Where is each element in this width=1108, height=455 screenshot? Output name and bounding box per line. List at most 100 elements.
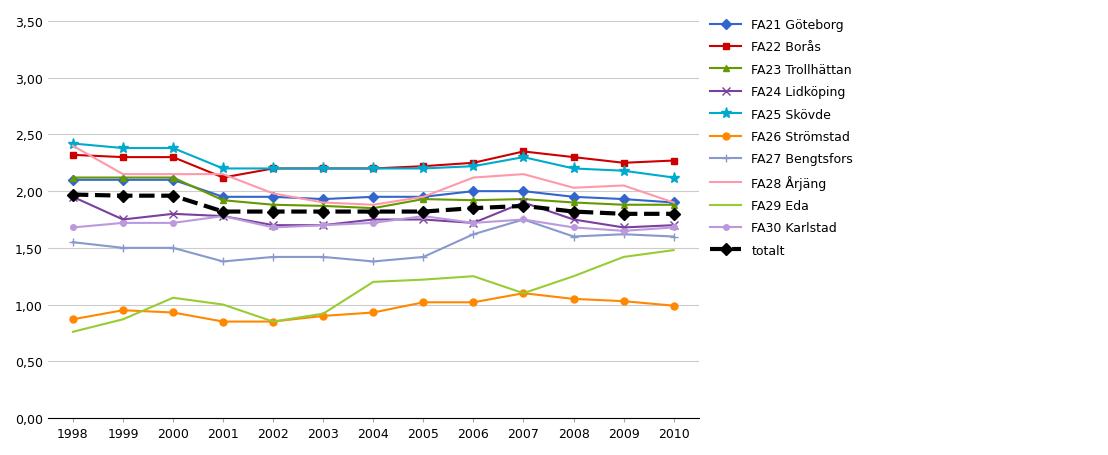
- FA29 Eda: [667, 248, 680, 253]
- FA29 Eda: [516, 291, 530, 296]
- FA26 Strömstad: [466, 300, 480, 305]
- FA22 Borås: [667, 158, 680, 164]
- Line: FA29 Eda: FA29 Eda: [73, 251, 674, 332]
- FA24 Lidköping: [417, 217, 430, 223]
- FA29 Eda: [367, 279, 380, 285]
- FA21 Göteborg: [166, 177, 179, 183]
- FA26 Strömstad: [116, 308, 130, 313]
- Line: FA21 Göteborg: FA21 Göteborg: [70, 177, 677, 207]
- FA22 Borås: [166, 155, 179, 161]
- FA30 Karlstad: [516, 217, 530, 223]
- FA23 Trollhättan: [216, 198, 229, 203]
- FA24 Lidköping: [166, 212, 179, 217]
- FA30 Karlstad: [667, 225, 680, 231]
- FA26 Strömstad: [267, 319, 280, 324]
- FA25 Skövde: [317, 167, 330, 172]
- FA24 Lidköping: [617, 225, 630, 231]
- FA30 Karlstad: [567, 225, 581, 231]
- FA22 Borås: [267, 167, 280, 172]
- FA30 Karlstad: [66, 225, 80, 231]
- FA24 Lidköping: [116, 217, 130, 223]
- FA28 Årjäng: [267, 191, 280, 197]
- FA22 Borås: [66, 153, 80, 158]
- FA23 Trollhättan: [166, 176, 179, 181]
- FA24 Lidköping: [466, 221, 480, 226]
- FA24 Lidköping: [567, 217, 581, 223]
- FA30 Karlstad: [166, 221, 179, 226]
- FA23 Trollhättan: [267, 202, 280, 208]
- FA24 Lidköping: [267, 223, 280, 228]
- FA29 Eda: [116, 317, 130, 322]
- FA28 Årjäng: [617, 183, 630, 189]
- FA25 Skövde: [417, 167, 430, 172]
- FA24 Lidköping: [216, 214, 229, 219]
- totalt: [417, 209, 430, 215]
- FA21 Göteborg: [66, 177, 80, 183]
- FA21 Göteborg: [617, 197, 630, 202]
- FA28 Årjäng: [116, 172, 130, 177]
- FA26 Strömstad: [567, 297, 581, 302]
- FA28 Årjäng: [166, 172, 179, 177]
- FA22 Borås: [417, 164, 430, 170]
- FA21 Göteborg: [317, 197, 330, 202]
- FA22 Borås: [567, 155, 581, 161]
- FA26 Strömstad: [617, 299, 630, 304]
- FA23 Trollhättan: [367, 206, 380, 212]
- FA27 Bengtsfors: [417, 255, 430, 260]
- FA30 Karlstad: [116, 221, 130, 226]
- Line: FA24 Lidköping: FA24 Lidköping: [69, 193, 678, 232]
- totalt: [667, 212, 680, 217]
- FA26 Strömstad: [216, 319, 229, 324]
- FA28 Årjäng: [667, 200, 680, 206]
- FA28 Årjäng: [216, 172, 229, 177]
- FA26 Strömstad: [367, 310, 380, 315]
- FA26 Strömstad: [166, 310, 179, 315]
- FA22 Borås: [116, 155, 130, 161]
- FA27 Bengtsfors: [317, 255, 330, 260]
- FA21 Göteborg: [567, 195, 581, 200]
- FA22 Borås: [317, 167, 330, 172]
- FA23 Trollhättan: [116, 176, 130, 181]
- Legend: FA21 Göteborg, FA22 Borås, FA23 Trollhättan, FA24 Lidköping, FA25 Skövde, FA26 S: FA21 Göteborg, FA22 Borås, FA23 Trollhät…: [705, 14, 859, 262]
- Line: FA26 Strömstad: FA26 Strömstad: [70, 290, 677, 325]
- FA29 Eda: [166, 295, 179, 301]
- FA24 Lidköping: [367, 217, 380, 223]
- FA21 Göteborg: [267, 195, 280, 200]
- FA22 Borås: [367, 167, 380, 172]
- totalt: [567, 209, 581, 215]
- FA26 Strömstad: [317, 313, 330, 319]
- Line: FA30 Karlstad: FA30 Karlstad: [70, 214, 677, 234]
- FA27 Bengtsfors: [116, 246, 130, 251]
- FA24 Lidköping: [667, 223, 680, 228]
- FA29 Eda: [466, 274, 480, 279]
- FA29 Eda: [617, 255, 630, 260]
- totalt: [166, 193, 179, 199]
- FA27 Bengtsfors: [267, 255, 280, 260]
- FA30 Karlstad: [466, 221, 480, 226]
- FA23 Trollhättan: [567, 200, 581, 206]
- Line: FA28 Årjäng: FA28 Årjäng: [73, 147, 674, 205]
- FA27 Bengtsfors: [66, 240, 80, 245]
- totalt: [116, 193, 130, 199]
- FA23 Trollhättan: [466, 198, 480, 203]
- FA24 Lidköping: [317, 223, 330, 228]
- FA27 Bengtsfors: [667, 234, 680, 240]
- totalt: [367, 209, 380, 215]
- FA21 Göteborg: [417, 195, 430, 200]
- FA21 Göteborg: [667, 200, 680, 206]
- FA24 Lidköping: [66, 195, 80, 200]
- FA29 Eda: [317, 311, 330, 317]
- totalt: [66, 192, 80, 198]
- FA21 Göteborg: [516, 189, 530, 194]
- FA25 Skövde: [617, 169, 630, 174]
- FA25 Skövde: [216, 167, 229, 172]
- FA30 Karlstad: [216, 214, 229, 219]
- FA25 Skövde: [116, 146, 130, 152]
- FA25 Skövde: [667, 176, 680, 181]
- FA25 Skövde: [66, 142, 80, 147]
- FA27 Bengtsfors: [216, 259, 229, 265]
- Line: FA25 Skövde: FA25 Skövde: [68, 139, 679, 184]
- FA27 Bengtsfors: [567, 234, 581, 240]
- totalt: [317, 209, 330, 215]
- FA28 Årjäng: [417, 195, 430, 200]
